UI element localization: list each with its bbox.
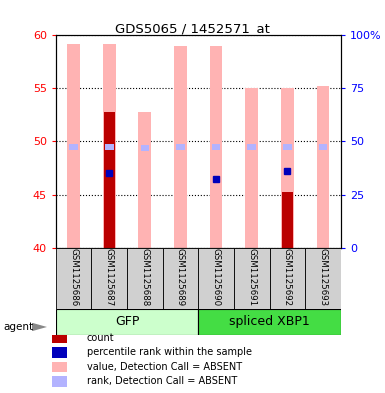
Bar <box>212 144 220 150</box>
Bar <box>103 44 115 248</box>
FancyBboxPatch shape <box>270 248 305 309</box>
Text: GSM1125691: GSM1125691 <box>247 248 256 306</box>
Bar <box>281 88 294 248</box>
Bar <box>316 86 329 248</box>
Bar <box>283 144 291 150</box>
Bar <box>174 46 187 248</box>
Bar <box>210 46 223 248</box>
Bar <box>176 144 185 150</box>
Bar <box>245 88 258 248</box>
Bar <box>52 362 67 372</box>
Text: rank, Detection Call = ABSENT: rank, Detection Call = ABSENT <box>87 376 237 386</box>
Bar <box>52 332 67 343</box>
Bar <box>69 144 78 150</box>
Bar <box>67 44 80 248</box>
Text: GSM1125692: GSM1125692 <box>283 248 292 306</box>
Text: GSM1125689: GSM1125689 <box>176 248 185 306</box>
Bar <box>104 112 115 248</box>
FancyBboxPatch shape <box>305 248 341 309</box>
FancyBboxPatch shape <box>234 248 270 309</box>
Text: GSM1125686: GSM1125686 <box>69 248 78 306</box>
Text: GSM1125693: GSM1125693 <box>318 248 327 306</box>
Bar <box>141 145 149 151</box>
Text: percentile rank within the sample: percentile rank within the sample <box>87 347 252 357</box>
Text: GSM1125687: GSM1125687 <box>105 248 114 306</box>
Polygon shape <box>32 323 47 331</box>
FancyBboxPatch shape <box>56 248 92 309</box>
FancyBboxPatch shape <box>198 309 341 335</box>
Bar <box>319 144 327 150</box>
FancyBboxPatch shape <box>56 309 198 335</box>
Bar <box>282 193 293 248</box>
Text: GDS5065 / 1452571_at: GDS5065 / 1452571_at <box>115 22 270 35</box>
Text: GFP: GFP <box>115 315 139 328</box>
Text: agent: agent <box>4 322 34 332</box>
Bar <box>105 144 114 150</box>
FancyBboxPatch shape <box>127 248 163 309</box>
FancyBboxPatch shape <box>92 248 127 309</box>
Bar <box>248 144 256 150</box>
Text: GSM1125688: GSM1125688 <box>141 248 149 306</box>
FancyBboxPatch shape <box>198 248 234 309</box>
FancyBboxPatch shape <box>163 248 198 309</box>
Text: value, Detection Call = ABSENT: value, Detection Call = ABSENT <box>87 362 242 372</box>
Text: count: count <box>87 333 114 343</box>
Text: spliced XBP1: spliced XBP1 <box>229 315 310 328</box>
Bar <box>52 376 67 387</box>
Text: GSM1125690: GSM1125690 <box>212 248 221 306</box>
Bar <box>139 112 151 248</box>
Bar <box>52 347 67 358</box>
